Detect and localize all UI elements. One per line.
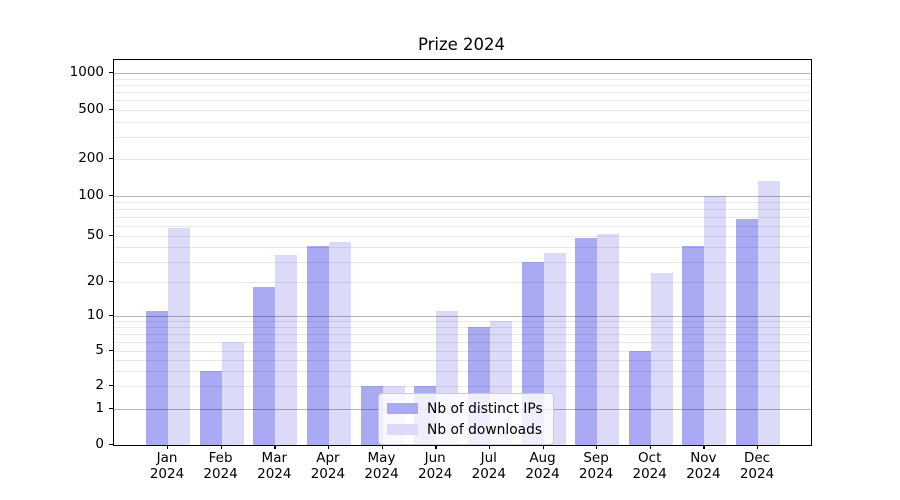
x-tick-label: Feb 2024 <box>203 450 238 482</box>
bar-distinct-ips-mar <box>253 287 276 445</box>
x-tick-mark <box>757 445 759 449</box>
x-tick-mark <box>435 445 437 449</box>
x-tick-label: Oct 2024 <box>632 450 667 482</box>
x-tick-mark <box>703 445 705 449</box>
y-tick-mark <box>109 408 113 410</box>
x-tick-label: Aug 2024 <box>525 450 560 482</box>
x-tick-mark <box>167 445 169 449</box>
x-tick-label: May 2024 <box>364 450 399 482</box>
bar-downloads-apr <box>328 242 351 445</box>
x-tick-mark <box>381 445 383 449</box>
bar-distinct-ips-oct <box>628 351 651 445</box>
y-tick-label: 100 <box>78 187 104 203</box>
legend-item-downloads: Nb of downloads <box>387 420 543 439</box>
plot-area: Nb of distinct IPs Nb of downloads <box>113 59 812 446</box>
bar-downloads-feb <box>221 341 244 445</box>
x-tick-mark <box>649 445 652 449</box>
bar-distinct-ips-feb <box>199 370 222 445</box>
x-tick-mark <box>596 445 598 449</box>
x-tick-label: Sep 2024 <box>578 450 614 482</box>
x-tick-label: Nov 2024 <box>686 450 721 482</box>
bar-downloads-mar <box>275 255 298 445</box>
y-tick-label: 200 <box>78 150 104 166</box>
bar-distinct-ips-dec <box>736 219 758 445</box>
y-tick-label: 5 <box>95 342 104 358</box>
bar-downloads-oct <box>650 272 673 445</box>
legend-label-downloads: Nb of downloads <box>427 421 543 438</box>
y-tick-mark <box>109 195 113 197</box>
chart-title: Prize 2024 <box>417 35 506 54</box>
x-tick-label: Jan 2024 <box>149 450 185 482</box>
y-tick-label: 20 <box>86 273 104 289</box>
y-tick-mark <box>109 281 113 283</box>
legend-swatch-distinct-ips <box>387 403 418 414</box>
bar-distinct-ips-sep <box>575 238 598 445</box>
legend-label-distinct-ips: Nb of distinct IPs <box>427 400 543 417</box>
y-tick-mark <box>109 158 113 160</box>
bar-downloads-nov <box>704 195 727 445</box>
bar-downloads-jan <box>168 228 190 445</box>
x-tick-label: Mar 2024 <box>257 450 292 482</box>
bar-distinct-ips-apr <box>306 246 329 445</box>
y-tick-mark <box>109 235 113 237</box>
legend-swatch-downloads <box>387 424 418 435</box>
x-tick-label: Jul 2024 <box>471 450 506 482</box>
y-tick-label: 500 <box>78 101 104 117</box>
y-tick-mark <box>109 385 113 387</box>
y-tick-label: 50 <box>86 227 104 243</box>
x-tick-mark <box>220 445 222 449</box>
x-tick-mark <box>327 445 330 449</box>
bar-distinct-ips-may <box>360 386 383 445</box>
y-tick-mark <box>109 109 113 111</box>
bar-distinct-ips-jan <box>146 311 168 445</box>
y-tick-mark <box>109 72 113 74</box>
y-tick-mark <box>109 350 113 352</box>
y-tick-mark <box>109 315 113 317</box>
bar-downloads-sep <box>597 233 620 445</box>
y-tick-label: 10 <box>86 307 104 323</box>
y-tick-label: 2 <box>95 377 104 393</box>
x-tick-mark <box>274 445 276 449</box>
y-tick-label: 1 <box>95 400 104 416</box>
y-tick-label: 0 <box>95 436 104 452</box>
y-tick-label: 1000 <box>69 64 104 80</box>
x-tick-label: Jun 2024 <box>418 450 453 482</box>
legend: Nb of distinct IPs Nb of downloads <box>378 393 554 445</box>
x-tick-mark <box>488 445 491 449</box>
x-tick-label: Apr 2024 <box>310 450 346 482</box>
bar-downloads-dec <box>758 181 780 445</box>
bar-distinct-ips-nov <box>682 246 705 445</box>
bars-layer <box>114 60 811 445</box>
y-tick-mark <box>109 444 113 446</box>
legend-item-distinct-ips: Nb of distinct IPs <box>387 399 543 418</box>
x-tick-label: Dec 2024 <box>739 450 775 482</box>
x-tick-mark <box>542 445 544 449</box>
